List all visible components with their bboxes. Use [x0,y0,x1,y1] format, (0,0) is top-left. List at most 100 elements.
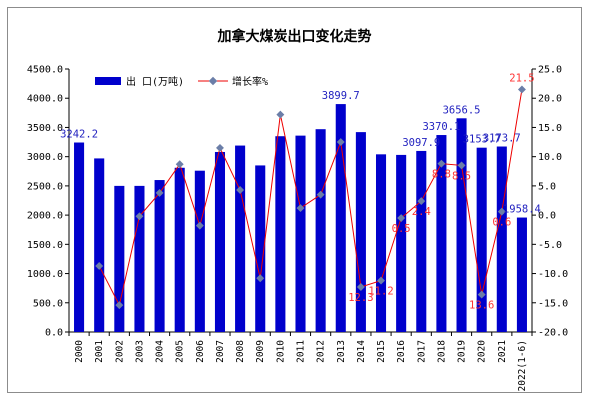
bar [516,217,527,332]
x-tick-label: 2001 [94,340,105,363]
bar [94,158,105,332]
left-tick-label: 500.0 [33,298,63,309]
x-tick-label: 2013 [336,340,347,363]
line-data-label: 2.4 [412,206,431,218]
left-tick-label: 4000.0 [27,94,63,105]
bar [275,136,286,332]
right-tick-label: 10.0 [538,152,562,163]
bar [214,151,226,332]
right-tick-label: 5.0 [538,181,556,192]
line-data-label: 8.8 [432,169,451,181]
left-tick-label: 1000.0 [27,269,63,280]
x-tick-label: 2018 [436,340,447,363]
growth-marker [256,274,265,283]
x-tick-label: 2014 [356,340,367,363]
growth-line [98,89,523,307]
line-data-label: 12.3 [348,292,373,304]
x-tick-label: 2006 [195,340,206,363]
x-tick-label: 2009 [255,340,266,363]
right-tick-label: 15.0 [538,123,562,134]
x-tick-label: 2003 [134,340,145,363]
bar [396,154,407,332]
x-tick-label: 2021 [497,340,508,363]
growth-marker [135,212,144,221]
right-tick-label: 0.0 [538,211,556,222]
line-data-label: 11.2 [368,286,393,298]
line-data-label: 8.5 [452,170,471,182]
growth-marker [417,197,426,206]
bar-data-label: 3173.7 [483,133,521,145]
x-tick-label: 2008 [235,340,246,363]
bar-data-label: 3899.7 [322,90,360,102]
left-tick-label: 2000.0 [27,211,63,222]
x-tick-label: 2004 [155,340,166,363]
bar [375,154,387,332]
bar [496,146,507,332]
legend-line-marker [208,76,218,86]
bar [235,145,246,332]
right-tick-label: -20.0 [538,328,568,339]
growth-marker [236,186,245,194]
x-tick-label: 2007 [215,340,226,363]
x-tick-label: 2022(1-6) [517,340,528,391]
bar [315,129,326,332]
growth-marker [175,160,184,169]
x-tick-label: 2000 [74,340,85,363]
bar [295,135,306,332]
x-tick-label: 2002 [114,340,125,363]
x-tick-label: 2017 [416,340,427,363]
right-tick-label: -15.0 [538,298,568,309]
growth-marker [296,204,305,213]
right-tick-label: -5.0 [538,240,562,251]
bar-data-label: 3370.1 [422,121,460,133]
bar [436,135,447,332]
bar [255,165,266,332]
right-tick-label: 25.0 [538,65,562,76]
bar [154,180,165,332]
bar-data-label: 3097.9 [402,137,440,149]
left-tick-label: 4500.0 [27,65,63,76]
bar-data-label: 1958.4 [503,204,541,216]
bar-data-label: 3153.7 [463,134,501,146]
line-data-label: 0.5 [392,223,411,235]
legend-bar-swatch [95,77,121,85]
bar [114,185,125,332]
right-tick-label: 20.0 [538,94,562,105]
x-tick-label: 2015 [376,340,387,363]
line-data-label: 0.6 [492,217,511,229]
x-tick-label: 2016 [396,340,407,363]
x-tick-label: 2020 [477,340,488,363]
growth-marker [195,221,204,230]
x-tick-label: 2019 [457,340,468,363]
bar [74,142,85,332]
left-tick-label: 3500.0 [27,123,63,134]
chart-title: 加拿大煤炭出口变化走势 [217,29,372,45]
legend-line-label: 增长率% [232,75,268,88]
growth-marker [155,188,164,197]
bar [134,185,145,332]
bar [476,147,487,332]
growth-marker [497,207,506,216]
line-data-label: 21.5 [509,72,534,84]
bar [456,118,467,333]
left-tick-label: 3000.0 [27,152,63,163]
growth-marker [316,190,325,199]
bar [335,104,346,332]
x-tick-label: 2005 [175,340,186,363]
left-tick-label: 0.0 [45,328,63,339]
bar [416,150,427,332]
chart-legend: 出 口(万吨) 增长率% [95,75,268,88]
growth-marker [276,110,285,119]
growth-marker [216,143,224,152]
bar-data-label: 3242.2 [60,129,98,141]
bar-data-label: 3656.5 [443,104,481,116]
growth-marker [517,85,526,94]
growth-marker [397,214,406,222]
left-tick-label: 2500.0 [27,181,63,192]
x-tick-label: 2011 [296,340,307,363]
bar [174,167,185,332]
line-data-label: 13.6 [469,300,494,312]
growth-marker [377,276,385,285]
growth-marker [356,283,365,291]
